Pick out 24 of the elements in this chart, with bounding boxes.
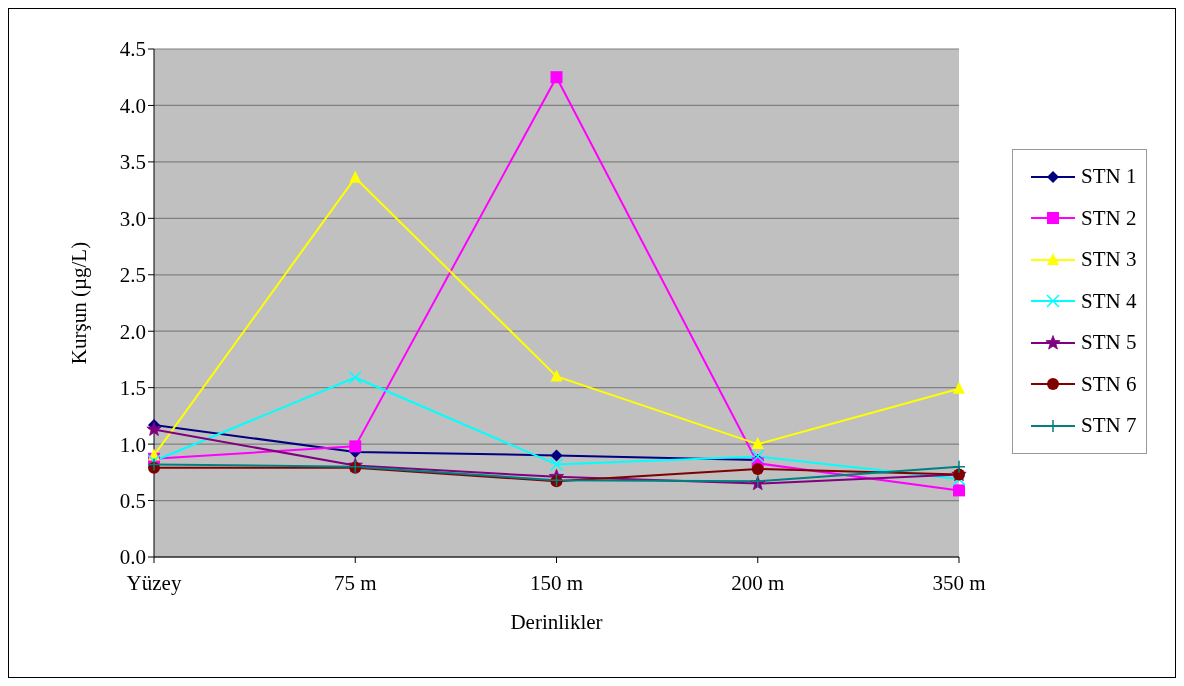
y-tick-label: 4.5 bbox=[119, 37, 146, 62]
y-tick-label: 0.0 bbox=[119, 545, 146, 570]
legend-label: STN 7 bbox=[1081, 413, 1137, 439]
y-tick-label: 1.5 bbox=[119, 376, 146, 401]
y-tick-label: 4.0 bbox=[119, 93, 146, 118]
y-tick-label: 3.0 bbox=[119, 206, 146, 231]
x-tick-label: 350 m bbox=[932, 570, 986, 595]
legend-label: STN 1 bbox=[1081, 164, 1137, 190]
x-tick-label: 150 m bbox=[529, 570, 584, 595]
x-tick-label: 75 m bbox=[333, 570, 377, 595]
y-tick-label: 0.5 bbox=[119, 489, 146, 514]
x-axis-title: Derinlikler bbox=[510, 610, 603, 634]
legend-label: STN 3 bbox=[1081, 247, 1137, 273]
y-tick-label: 1.0 bbox=[119, 432, 146, 457]
legend-label: STN 5 bbox=[1081, 330, 1137, 356]
legend-label: STN 2 bbox=[1081, 205, 1137, 231]
y-axis-title: Kurşun (µg/L) bbox=[67, 241, 92, 365]
y-tick-label: 3.5 bbox=[119, 150, 146, 175]
y-tick-label: 2.5 bbox=[119, 263, 146, 288]
x-tick-label: Yüzey bbox=[126, 570, 182, 595]
y-tick-label: 2.0 bbox=[119, 319, 146, 344]
legend-label: STN 4 bbox=[1081, 288, 1137, 314]
legend-label: STN 6 bbox=[1081, 371, 1137, 397]
x-tick-label: 200 m bbox=[731, 570, 785, 595]
